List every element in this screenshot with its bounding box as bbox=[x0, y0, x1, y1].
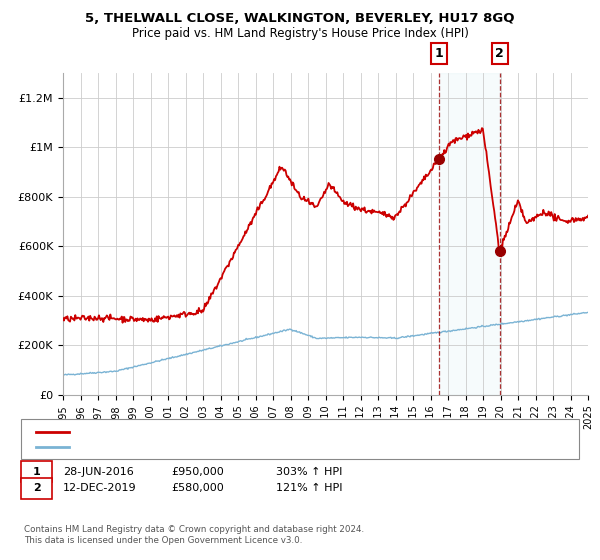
Text: Contains HM Land Registry data © Crown copyright and database right 2024.: Contains HM Land Registry data © Crown c… bbox=[24, 525, 364, 534]
Text: £950,000: £950,000 bbox=[171, 466, 224, 477]
Bar bbox=[439, 73, 500, 395]
Text: 12-DEC-2019: 12-DEC-2019 bbox=[63, 483, 137, 493]
Text: £580,000: £580,000 bbox=[171, 483, 224, 493]
Text: 5, THELWALL CLOSE, WALKINGTON, BEVERLEY, HU17 8GQ (detached house): 5, THELWALL CLOSE, WALKINGTON, BEVERLEY,… bbox=[75, 427, 472, 437]
Text: HPI: Average price, detached house, East Riding of Yorkshire: HPI: Average price, detached house, East… bbox=[75, 442, 391, 452]
Text: 1: 1 bbox=[33, 466, 40, 477]
Text: 2: 2 bbox=[495, 47, 504, 60]
Text: 2: 2 bbox=[33, 483, 40, 493]
Text: 28-JUN-2016: 28-JUN-2016 bbox=[63, 466, 134, 477]
Text: 5, THELWALL CLOSE, WALKINGTON, BEVERLEY, HU17 8GQ: 5, THELWALL CLOSE, WALKINGTON, BEVERLEY,… bbox=[85, 12, 515, 25]
Text: 303% ↑ HPI: 303% ↑ HPI bbox=[276, 466, 343, 477]
Text: 121% ↑ HPI: 121% ↑ HPI bbox=[276, 483, 343, 493]
Text: This data is licensed under the Open Government Licence v3.0.: This data is licensed under the Open Gov… bbox=[24, 536, 302, 545]
Text: 1: 1 bbox=[435, 47, 443, 60]
Text: Price paid vs. HM Land Registry's House Price Index (HPI): Price paid vs. HM Land Registry's House … bbox=[131, 27, 469, 40]
